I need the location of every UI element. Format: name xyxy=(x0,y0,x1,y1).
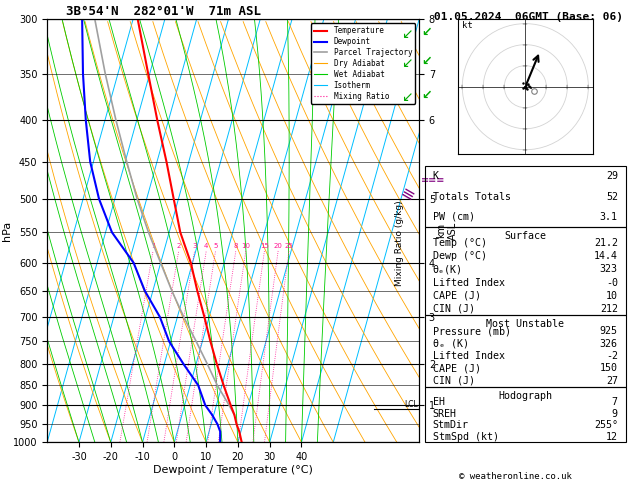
Text: ↙: ↙ xyxy=(401,90,413,104)
Text: Totals Totals: Totals Totals xyxy=(433,191,511,202)
Text: 326: 326 xyxy=(600,339,618,348)
Text: 15: 15 xyxy=(260,243,269,249)
Text: 255°: 255° xyxy=(594,420,618,430)
Text: -2: -2 xyxy=(606,351,618,361)
Bar xyxy=(425,315,626,387)
Text: 52: 52 xyxy=(606,191,618,202)
Text: ≡: ≡ xyxy=(396,183,418,206)
Y-axis label: km
ASL: km ASL xyxy=(437,222,458,240)
Text: 3.1: 3.1 xyxy=(600,212,618,222)
Text: SREH: SREH xyxy=(433,409,457,419)
Text: Surface: Surface xyxy=(504,230,547,241)
Text: K: K xyxy=(433,172,439,181)
Text: Pressure (mb): Pressure (mb) xyxy=(433,326,511,336)
X-axis label: Dewpoint / Temperature (°C): Dewpoint / Temperature (°C) xyxy=(153,465,313,475)
Text: 10: 10 xyxy=(606,291,618,301)
Bar xyxy=(425,387,626,442)
Text: 323: 323 xyxy=(600,264,618,275)
Text: 3B°54'N  282°01'W  71m ASL: 3B°54'N 282°01'W 71m ASL xyxy=(66,5,261,18)
Bar xyxy=(425,227,626,315)
Text: kt: kt xyxy=(462,21,473,30)
Text: CIN (J): CIN (J) xyxy=(433,304,475,314)
Text: Mixing Ratio (g/kg): Mixing Ratio (g/kg) xyxy=(395,200,404,286)
Text: 7: 7 xyxy=(612,398,618,407)
Text: Lifted Index: Lifted Index xyxy=(433,278,505,288)
Text: Dewp (°C): Dewp (°C) xyxy=(433,251,487,261)
Text: ↙: ↙ xyxy=(421,26,431,38)
Text: ↙: ↙ xyxy=(421,89,431,102)
Text: StmDir: StmDir xyxy=(433,420,469,430)
Text: 9: 9 xyxy=(612,409,618,419)
Text: LCL: LCL xyxy=(404,400,418,409)
Text: StmSpd (kt): StmSpd (kt) xyxy=(433,432,499,442)
Text: 20: 20 xyxy=(274,243,282,249)
Text: ≡≡≡: ≡≡≡ xyxy=(421,175,445,185)
Text: 29: 29 xyxy=(606,172,618,181)
Text: 1: 1 xyxy=(151,243,155,249)
Text: 150: 150 xyxy=(600,364,618,373)
Text: ↙: ↙ xyxy=(421,55,431,68)
Text: 21.2: 21.2 xyxy=(594,238,618,248)
Text: 12: 12 xyxy=(606,432,618,442)
Text: 3: 3 xyxy=(192,243,197,249)
Text: 5: 5 xyxy=(213,243,218,249)
Text: ↙: ↙ xyxy=(401,56,413,70)
Text: Hodograph: Hodograph xyxy=(498,391,552,400)
Text: Lifted Index: Lifted Index xyxy=(433,351,505,361)
Text: EH: EH xyxy=(433,398,445,407)
Text: 25: 25 xyxy=(284,243,293,249)
Text: 10: 10 xyxy=(242,243,250,249)
Text: © weatheronline.co.uk: © weatheronline.co.uk xyxy=(459,472,572,481)
Text: 925: 925 xyxy=(600,326,618,336)
Text: 8: 8 xyxy=(233,243,238,249)
Text: 4: 4 xyxy=(204,243,208,249)
Text: -0: -0 xyxy=(606,278,618,288)
Text: θₑ(K): θₑ(K) xyxy=(433,264,463,275)
Text: 27: 27 xyxy=(606,376,618,386)
Text: CIN (J): CIN (J) xyxy=(433,376,475,386)
Y-axis label: hPa: hPa xyxy=(1,221,11,241)
Text: CAPE (J): CAPE (J) xyxy=(433,364,481,373)
Legend: Temperature, Dewpoint, Parcel Trajectory, Dry Adiabat, Wet Adiabat, Isotherm, Mi: Temperature, Dewpoint, Parcel Trajectory… xyxy=(311,23,415,104)
Text: ↙: ↙ xyxy=(401,27,413,41)
Text: PW (cm): PW (cm) xyxy=(433,212,475,222)
Text: 14.4: 14.4 xyxy=(594,251,618,261)
Text: 01.05.2024  06GMT (Base: 06): 01.05.2024 06GMT (Base: 06) xyxy=(434,12,623,22)
Text: 212: 212 xyxy=(600,304,618,314)
Text: Temp (°C): Temp (°C) xyxy=(433,238,487,248)
Bar xyxy=(425,166,626,227)
Text: θₑ (K): θₑ (K) xyxy=(433,339,469,348)
Text: CAPE (J): CAPE (J) xyxy=(433,291,481,301)
Text: Most Unstable: Most Unstable xyxy=(486,319,564,329)
Text: 2: 2 xyxy=(177,243,181,249)
